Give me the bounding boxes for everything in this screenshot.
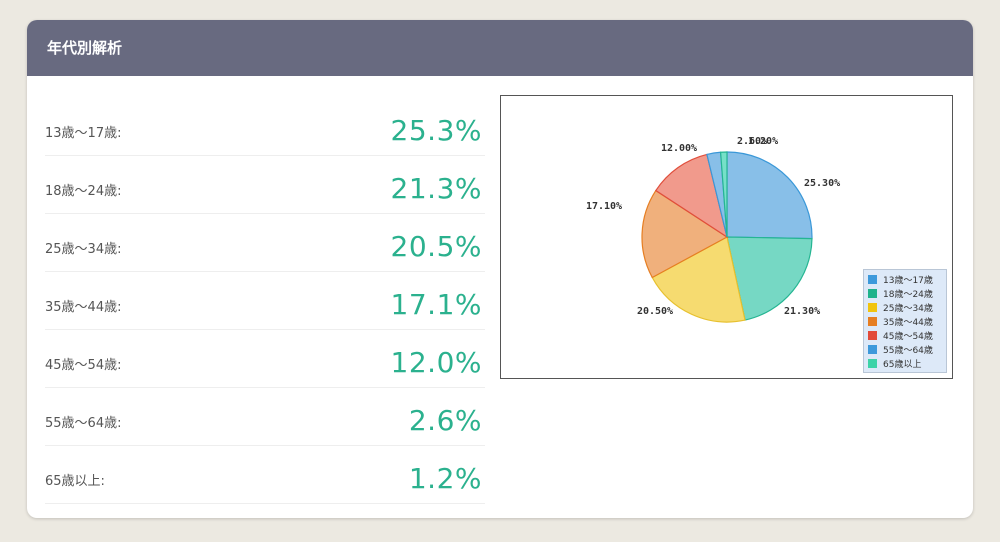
age-range-label: 55歳〜64歳:: [45, 416, 122, 431]
slice-data-label: 12.00%: [661, 143, 697, 154]
pie-slice: [719, 151, 728, 238]
list-item: 35歳〜44歳: 17.1%: [45, 272, 485, 330]
legend-entry: 45歳〜54歳: [864, 328, 946, 342]
age-range-label: 35歳〜44歳:: [45, 300, 122, 315]
legend-swatch: [868, 344, 877, 354]
slice-data-label: 21.30%: [784, 306, 820, 317]
legend-swatch: [868, 302, 877, 312]
slice-data-label: 1.20%: [748, 136, 778, 147]
percentage-value: 12.0%: [390, 346, 482, 379]
age-range-label: 13歳〜17歳:: [45, 126, 122, 141]
list-item: 18歳〜24歳: 21.3%: [45, 156, 485, 214]
legend-swatch: [868, 316, 877, 326]
age-range-label: 18歳〜24歳:: [45, 184, 122, 199]
legend-swatch: [868, 358, 877, 368]
legend-label: 65歳以上: [883, 359, 922, 370]
list-item: 13歳〜17歳: 25.3%: [45, 98, 485, 156]
legend-swatch: [868, 288, 877, 298]
pie-slice: [654, 153, 728, 239]
age-range-label: 65歳以上:: [45, 474, 105, 489]
age-pie-chart: 25.30% 21.30% 20.50% 17.10% 12.00% 2.60% 1.20%…: [500, 95, 953, 379]
pie-chart-canvas: 25.30% 21.30% 20.50% 17.10% 12.00% 2.60%1.20%: [586, 136, 840, 323]
percentage-value: 20.5%: [390, 230, 482, 263]
age-stats-list: 13歳〜17歳: 25.3% 18歳〜24歳: 21.3% 25歳〜34歳: 2…: [45, 98, 485, 504]
chart-legend: 13歳〜17歳 18歳〜24歳 25歳〜34歳 35歳〜44歳 45歳〜54歳 55歳〜6…: [863, 269, 947, 373]
percentage-value: 2.6%: [408, 404, 482, 437]
slice-data-label: 20.50%: [637, 306, 673, 317]
pie-slice: [726, 236, 813, 321]
age-range-label: 45歳〜54歳:: [45, 358, 122, 373]
legend-label: 45歳〜54歳: [883, 331, 933, 342]
age-analysis-panel: 年代別解析 13歳〜17歳: 25.3% 18歳〜24歳: 21.3% 25歳〜…: [27, 20, 973, 518]
legend-entry: 13歳〜17歳: [864, 272, 946, 286]
legend-swatch: [868, 330, 877, 340]
legend-entry: 55歳〜64歳: [864, 342, 946, 356]
legend-label: 55歳〜64歳: [883, 345, 933, 356]
percentage-value: 17.1%: [390, 288, 482, 321]
legend-entry: 35歳〜44歳: [864, 314, 946, 328]
list-item: 25歳〜34歳: 20.5%: [45, 214, 485, 272]
legend-label: 18歳〜24歳: [883, 289, 933, 300]
slice-data-label: 25.30%: [804, 178, 840, 189]
legend-label: 35歳〜44歳: [883, 317, 933, 328]
pie-slice: [651, 236, 746, 323]
legend-entry: 18歳〜24歳: [864, 286, 946, 300]
pie-slice: [641, 189, 729, 279]
pie-slice: [726, 151, 813, 240]
percentage-value: 1.2%: [408, 462, 482, 495]
percentage-value: 25.3%: [390, 114, 482, 147]
legend-entry: 25歳〜34歳: [864, 300, 946, 314]
list-item: 55歳〜64歳: 2.6%: [45, 388, 485, 446]
list-item: 65歳以上: 1.2%: [45, 446, 485, 504]
legend-label: 13歳〜17歳: [883, 275, 933, 286]
slice-data-label: 2.60%: [737, 136, 767, 147]
list-item: 45歳〜54歳: 12.0%: [45, 330, 485, 388]
slice-data-label: 17.10%: [586, 201, 622, 212]
legend-label: 25歳〜34歳: [883, 303, 933, 314]
panel-title: 年代別解析: [27, 20, 973, 76]
legend-entry: 65歳以上: [864, 356, 946, 370]
percentage-value: 21.3%: [390, 172, 482, 205]
age-range-label: 25歳〜34歳:: [45, 242, 122, 257]
legend-swatch: [868, 274, 877, 284]
